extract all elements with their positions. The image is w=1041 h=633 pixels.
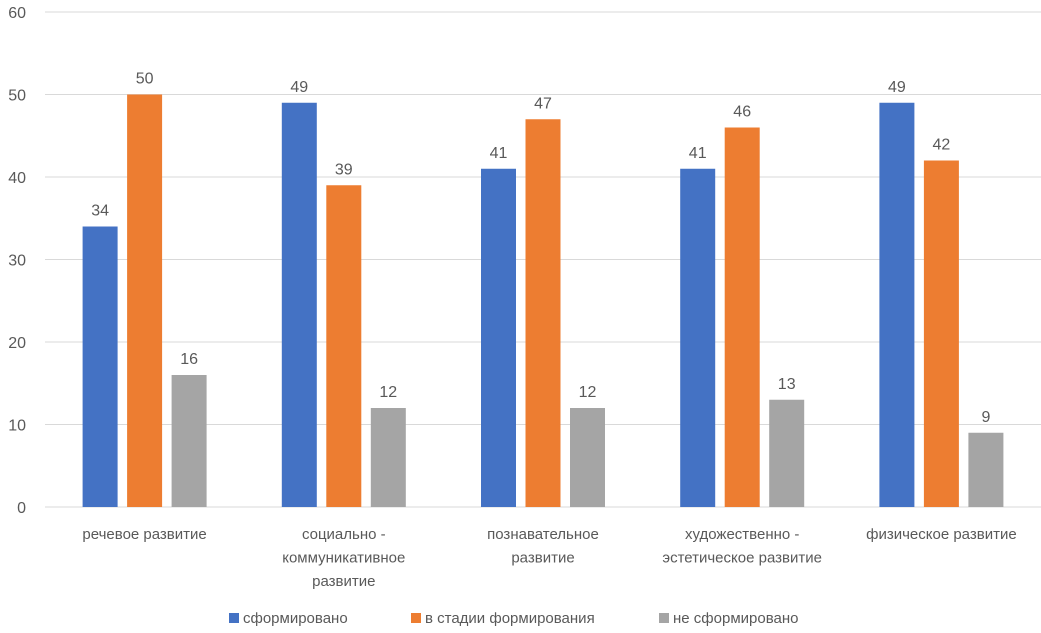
bar [570, 408, 605, 507]
category-labels: речевое развитие социально - коммуникативн… [82, 526, 1016, 590]
category-label: физическое развитие [866, 526, 1017, 543]
legend-swatch [229, 613, 239, 623]
bar [481, 168, 516, 507]
legend-label: в стадии формирования [425, 610, 595, 627]
data-label: 13 [778, 376, 796, 393]
data-label: 41 [490, 145, 508, 162]
bar [923, 160, 959, 507]
legend-swatch [659, 613, 669, 623]
bar [82, 226, 118, 507]
bar [525, 119, 561, 507]
y-tick-label: 10 [8, 418, 26, 435]
y-tick-label: 20 [8, 335, 26, 352]
category-label: развитие [312, 573, 375, 590]
data-label: 46 [733, 104, 751, 121]
bars [82, 94, 1004, 507]
data-label: 12 [579, 384, 597, 401]
legend-label: сформировано [243, 610, 348, 627]
data-label: 9 [981, 409, 990, 426]
data-label: 34 [91, 203, 109, 220]
bar [769, 399, 805, 507]
bar [968, 432, 1004, 507]
y-axis-tick-labels: 0 10 20 30 40 50 60 [8, 5, 26, 517]
bar [127, 94, 163, 507]
data-label: 41 [689, 145, 707, 162]
bar [171, 375, 207, 507]
category-label: социально - [302, 526, 386, 543]
y-tick-label: 50 [8, 88, 26, 105]
data-label: 39 [335, 161, 353, 178]
bar [281, 102, 317, 507]
data-label: 49 [290, 79, 308, 96]
data-label: 50 [136, 71, 154, 88]
legend: сформировано в стадии формирования не сфор… [229, 610, 798, 627]
legend-label: не сформировано [673, 610, 798, 627]
y-tick-label: 60 [8, 5, 26, 22]
bar [370, 408, 406, 507]
legend-swatch [411, 613, 421, 623]
data-label: 49 [888, 79, 906, 96]
data-label: 47 [534, 95, 552, 112]
category-label: художественно - [685, 526, 799, 543]
y-tick-label: 40 [8, 170, 26, 187]
y-tick-label: 0 [17, 500, 26, 517]
category-label: речевое развитие [82, 526, 206, 543]
bar [879, 102, 915, 507]
data-labels: 34 50 16 49 39 12 41 47 12 41 46 13 49 42 9 [91, 71, 990, 426]
bar [724, 127, 760, 507]
data-label: 42 [933, 137, 951, 154]
category-label: коммуникативное [282, 550, 405, 567]
category-label: познавательное [487, 526, 599, 543]
data-label: 16 [180, 351, 198, 368]
bar [680, 168, 716, 507]
data-label: 12 [379, 384, 397, 401]
y-tick-label: 30 [8, 253, 26, 270]
category-label: эстетическое развитие [662, 550, 822, 567]
category-label: развитие [511, 550, 574, 567]
bar [326, 185, 362, 507]
